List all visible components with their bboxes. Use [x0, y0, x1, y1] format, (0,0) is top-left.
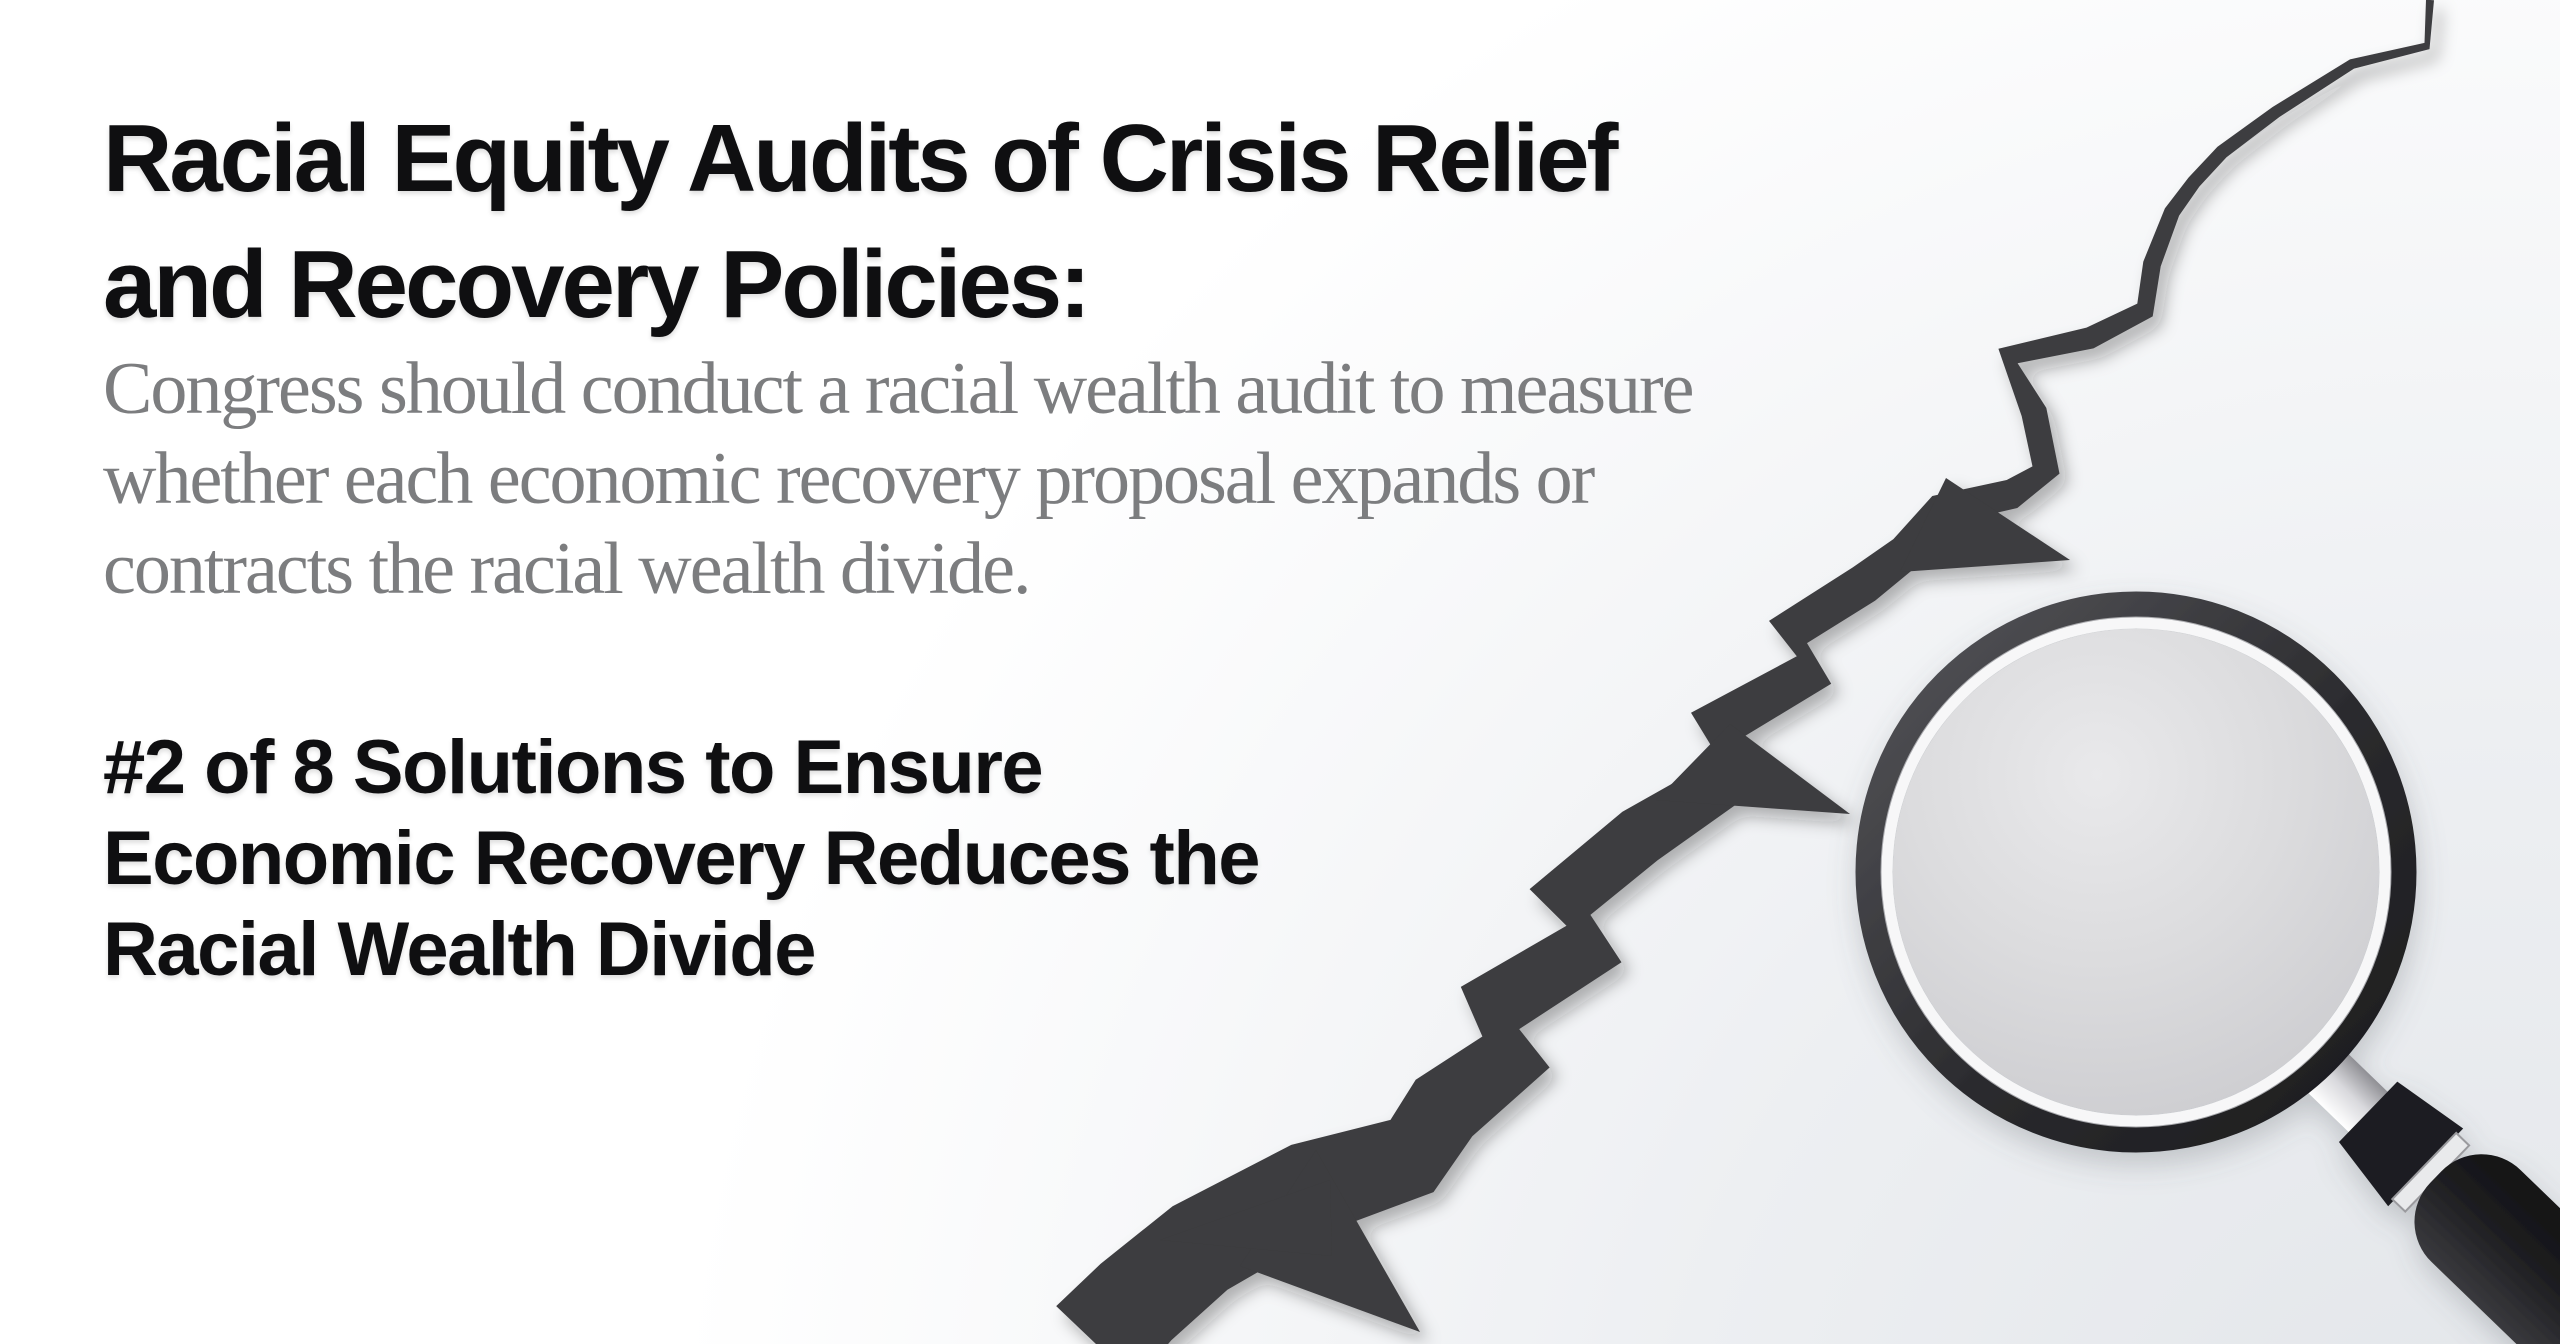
page-subtitle-line-2: whether each economic recovery proposal …	[103, 438, 1595, 520]
crack-tooth	[1656, 724, 1850, 814]
magnifier-lens	[1893, 629, 2379, 1115]
solutions-heading-line-1: #2 of 8 Solutions to Ensure	[103, 725, 1044, 810]
crack-icon	[1056, 0, 2434, 1344]
page-title-line-1: Racial Equity Audits of Crisis Relief	[103, 105, 1618, 212]
magnifier-rim	[1855, 591, 2417, 1153]
page-subtitle: Congress should conduct a racial wealth …	[103, 344, 1694, 614]
handle-grip	[2414, 1154, 2560, 1344]
magnifier-handle	[2299, 1044, 2560, 1344]
handle-ferrule	[2338, 1081, 2464, 1207]
page-subtitle-line-1: Congress should conduct a racial wealth …	[103, 348, 1694, 430]
solutions-heading-line-3: Racial Wealth Divide	[103, 907, 816, 992]
magnifier-chrome-ring	[1881, 617, 2391, 1127]
page-subtitle-line-3: contracts the racial wealth divide.	[103, 528, 1032, 610]
crack-tooth	[1900, 478, 2070, 572]
magnifying-glass-icon	[1855, 591, 2560, 1344]
crack-tooth	[1160, 1180, 1332, 1256]
solutions-heading: #2 of 8 Solutions to Ensure Economic Rec…	[103, 722, 1261, 995]
page-title: Racial Equity Audits of Crisis Relief an…	[103, 96, 1618, 348]
page-title-line-2: and Recovery Policies:	[103, 231, 1091, 338]
crack-band	[1056, 0, 2434, 1344]
solutions-heading-line-2: Economic Recovery Reduces the	[103, 816, 1261, 901]
